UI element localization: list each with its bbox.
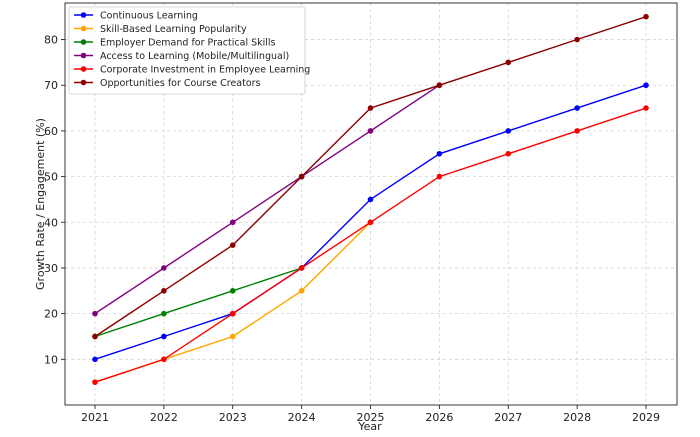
legend-label: Skill-Based Learning Popularity	[100, 24, 247, 35]
data-point	[161, 310, 167, 317]
x-tick-label: 2025	[357, 411, 385, 424]
data-point	[367, 196, 374, 203]
x-tick-label: 2027	[494, 411, 522, 424]
series-group	[92, 13, 649, 385]
legend-swatch-marker	[80, 66, 87, 72]
legend-item: Continuous Learning	[74, 11, 198, 22]
data-point	[574, 36, 580, 43]
data-point	[436, 82, 443, 89]
data-point	[92, 379, 98, 385]
data-point	[229, 242, 236, 248]
legend-swatch-marker	[80, 79, 87, 86]
y-tick-label: 50	[44, 171, 58, 184]
data-point	[367, 128, 374, 134]
data-point	[505, 59, 512, 66]
legend-box	[68, 6, 306, 95]
legend-item: Corporate Investment in Employee Learnin…	[74, 65, 310, 76]
y-tick-label: 40	[44, 216, 58, 229]
data-point	[643, 105, 649, 111]
data-point	[161, 265, 167, 271]
data-point	[92, 310, 98, 317]
plot-frame	[64, 2, 678, 406]
data-point	[298, 173, 305, 180]
data-point	[298, 265, 305, 271]
data-point	[643, 13, 649, 20]
series-line	[94, 84, 440, 315]
legend-label: Employer Demand for Practical Skills	[100, 38, 276, 49]
data-point	[367, 105, 374, 111]
legend-label: Corporate Investment in Employee Learnin…	[100, 65, 310, 76]
data-point	[505, 128, 512, 134]
legend-swatch-marker	[80, 52, 87, 59]
legend-swatch-marker	[80, 12, 87, 18]
data-point	[92, 333, 98, 340]
x-tick-label: 2029	[632, 411, 660, 424]
data-point	[298, 287, 305, 294]
legend-item: Skill-Based Learning Popularity	[74, 24, 247, 35]
y-tick-label: 70	[44, 79, 58, 92]
data-point	[229, 310, 236, 317]
data-point	[367, 219, 374, 226]
data-point	[643, 82, 649, 89]
legend-item: Employer Demand for Practical Skills	[74, 38, 276, 49]
data-point	[574, 105, 580, 111]
y-tick-label: 10	[44, 353, 58, 366]
data-point	[161, 333, 167, 340]
data-point	[92, 356, 98, 363]
y-tick-label: 20	[44, 308, 58, 321]
legend-item: Access to Learning (Mobile/Multilingual)	[74, 51, 289, 62]
data-point	[436, 150, 443, 157]
data-point	[161, 356, 167, 363]
series-corporate-investment-in-employee-learning	[92, 105, 649, 385]
legend-label: Access to Learning (Mobile/Multilingual)	[100, 51, 289, 62]
data-point	[505, 150, 512, 157]
x-tick-label: 2024	[288, 411, 316, 424]
x-axis-label: Year	[357, 420, 382, 433]
data-point	[161, 287, 167, 294]
legend-swatch-marker	[80, 25, 87, 32]
y-tick-label: 80	[44, 34, 58, 47]
y-axis-label: Growth Rate / Engagement (%)	[34, 118, 47, 290]
data-point	[574, 128, 580, 134]
data-point	[229, 333, 236, 340]
data-point	[229, 287, 236, 294]
x-tick-label: 2022	[150, 411, 178, 424]
axes: 10 20 30 40 50 60 70 80 2021 2022 2023 2024 2025 2026…	[44, 2, 678, 424]
x-tick-label: 2028	[563, 411, 591, 424]
x-tick-label: 2023	[219, 411, 247, 424]
series-line	[94, 267, 302, 338]
series-opportunities-for-course-creators	[92, 13, 649, 340]
legend-label: Continuous Learning	[100, 11, 198, 22]
legend-label: Opportunities for Course Creators	[100, 78, 261, 89]
x-tick-label: 2026	[425, 411, 453, 424]
legend: Continuous Learning Skill-Based Learning …	[68, 6, 310, 95]
x-tick-label: 2021	[81, 411, 109, 424]
data-point	[229, 219, 236, 226]
data-point	[436, 173, 443, 180]
y-tick-label: 30	[44, 262, 58, 275]
y-tick-label: 60	[44, 125, 58, 138]
legend-swatch-marker	[80, 39, 87, 45]
legend-item: Opportunities for Course Creators	[74, 78, 261, 89]
